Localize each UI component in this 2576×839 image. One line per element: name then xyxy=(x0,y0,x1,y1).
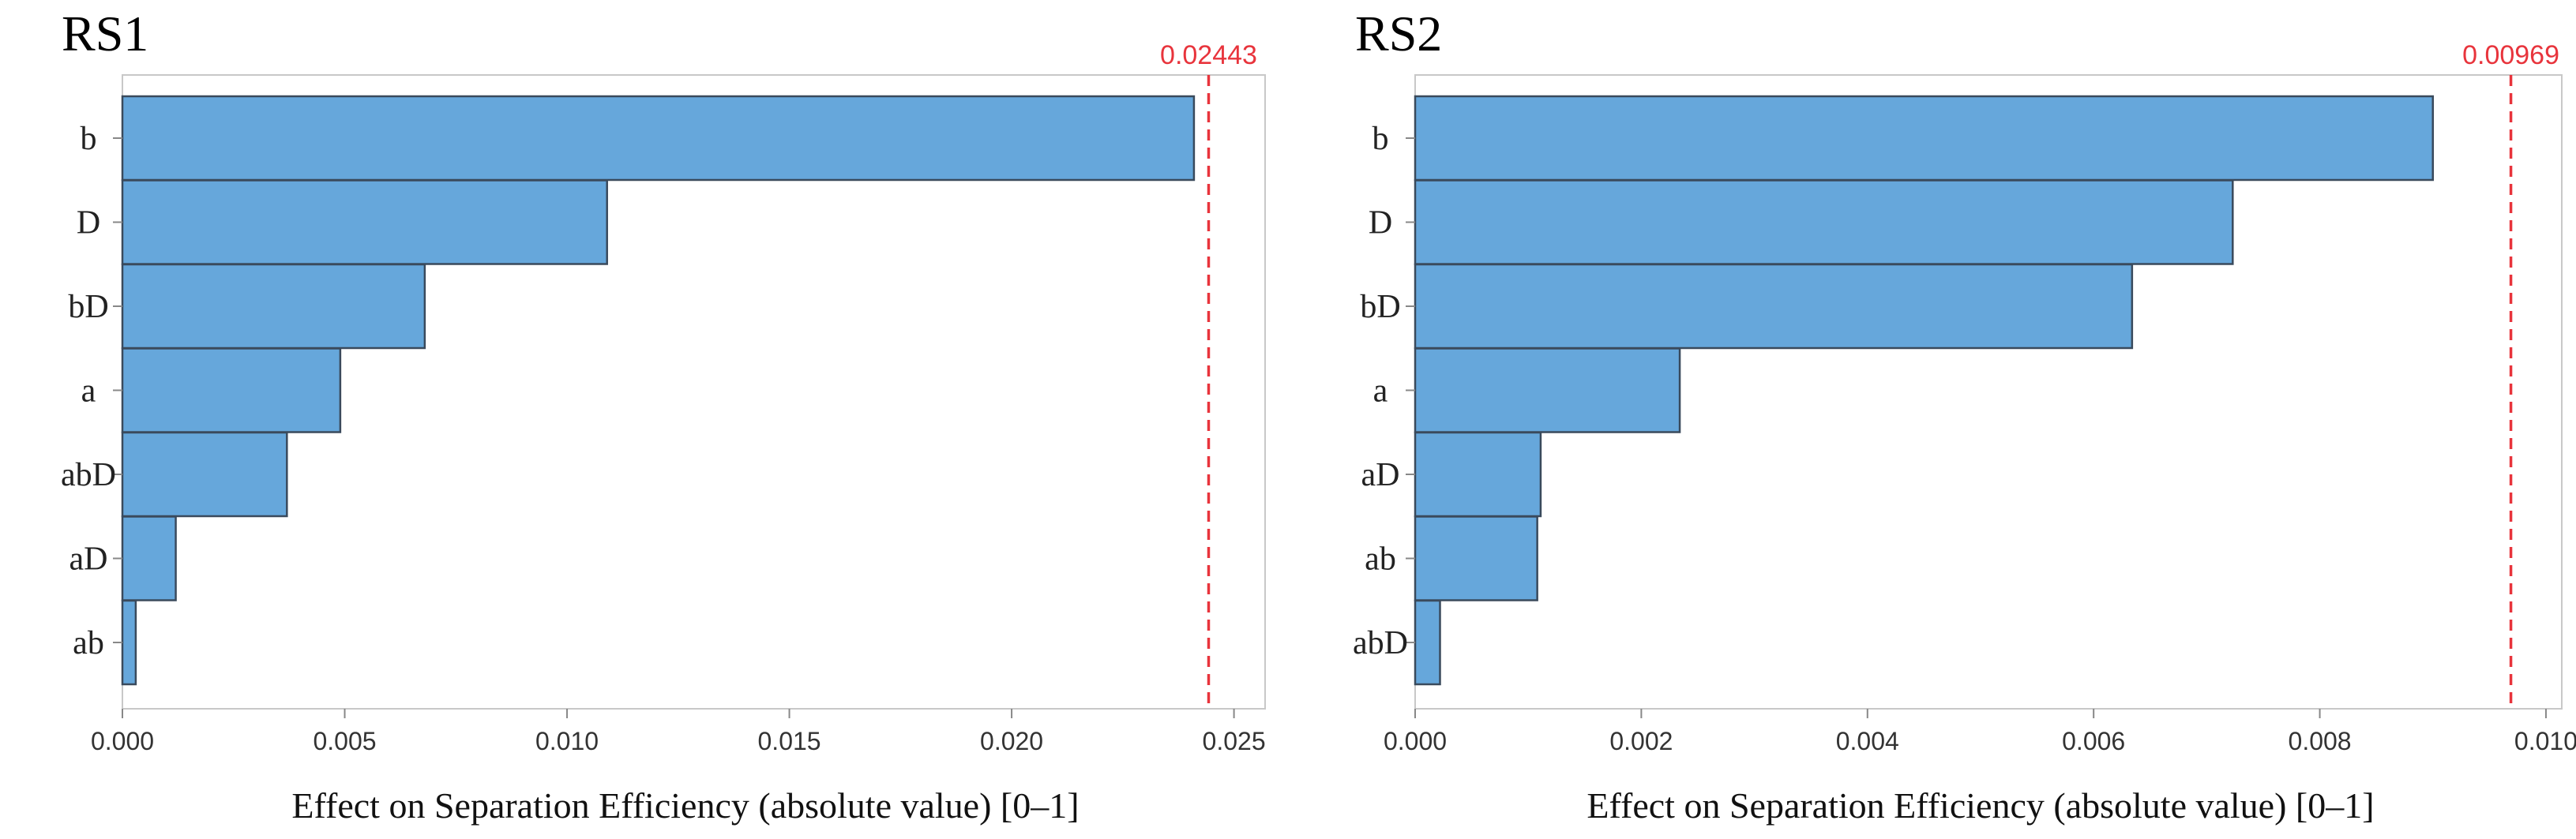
x-axis-label-rs2: Effect on Separation Efficiency (absolut… xyxy=(1587,785,2374,826)
y-tick-label-rs1-abD: abD xyxy=(61,457,116,493)
y-tick-label-rs2-ab: ab xyxy=(1365,541,1396,578)
x-tick-label-rs1: 0.010 xyxy=(535,727,599,755)
bar-rs2-b xyxy=(1414,95,2435,182)
bar-rs1-a xyxy=(121,347,342,433)
y-tick-label-rs1-ab: ab xyxy=(73,625,104,661)
chart-title-rs2: RS2 xyxy=(1355,6,1442,62)
bar-rs1-b xyxy=(121,95,1196,182)
bar-rs2-D xyxy=(1414,179,2234,265)
x-tick-label-rs1: 0.015 xyxy=(758,727,821,755)
y-tick-label-rs2-bD: bD xyxy=(1360,289,1400,325)
x-tick-label-rs1: 0.005 xyxy=(313,727,376,755)
bar-rs2-abD xyxy=(1414,599,1441,686)
y-tick-label-rs2-aD: aD xyxy=(1361,457,1400,493)
y-tick-label-rs1-b: b xyxy=(81,121,97,157)
reference-line-label-rs1: 0.02443 xyxy=(1160,40,1257,70)
y-tick-label-rs1-aD: aD xyxy=(69,541,108,578)
bar-rs1-bD xyxy=(121,263,426,350)
y-tick-label-rs1-D: D xyxy=(77,205,100,242)
x-tick-label-rs2: 0.006 xyxy=(2062,727,2125,755)
x-axis-label-rs1: Effect on Separation Efficiency (absolut… xyxy=(291,785,1079,826)
x-tick-label-rs2: 0.004 xyxy=(1836,727,1899,755)
chart-rs1: RS1 Effect on Separation Efficiency (abs… xyxy=(61,6,1266,826)
reference-line-label-rs2: 0.00969 xyxy=(2462,40,2559,70)
y-tick-label-rs2-D: D xyxy=(1369,205,1392,242)
bar-rs2-a xyxy=(1414,347,1681,433)
y-tick-label-rs1-bD: bD xyxy=(68,289,108,325)
chart-title-rs1: RS1 xyxy=(62,6,148,62)
bar-rs2-aD xyxy=(1414,431,1542,518)
y-tick-label-rs2-abD: abD xyxy=(1353,625,1408,661)
bar-rs1-D xyxy=(121,179,608,265)
bar-rs1-abD xyxy=(121,431,288,518)
x-tick-label-rs2: 0.002 xyxy=(1609,727,1673,755)
x-tick-label-rs1: 0.000 xyxy=(91,727,154,755)
x-tick-label-rs1: 0.020 xyxy=(980,727,1043,755)
bar-rs2-ab xyxy=(1414,515,1538,601)
y-tick-label-rs1-a: a xyxy=(81,373,96,410)
chart-rs2: RS2 Effect on Separation Efficiency (abs… xyxy=(1353,6,2576,826)
bar-rs1-ab xyxy=(121,599,137,686)
bar-rs2-bD xyxy=(1414,263,2134,350)
bar-rs1-aD xyxy=(121,515,177,601)
y-tick-label-rs2-b: b xyxy=(1372,121,1389,157)
y-tick-label-rs2-a: a xyxy=(1373,373,1388,410)
x-tick-label-rs1: 0.025 xyxy=(1203,727,1266,755)
x-tick-label-rs2: 0.000 xyxy=(1384,727,1447,755)
x-tick-label-rs2: 0.008 xyxy=(2289,727,2352,755)
x-tick-label-rs2: 0.010 xyxy=(2514,727,2576,755)
